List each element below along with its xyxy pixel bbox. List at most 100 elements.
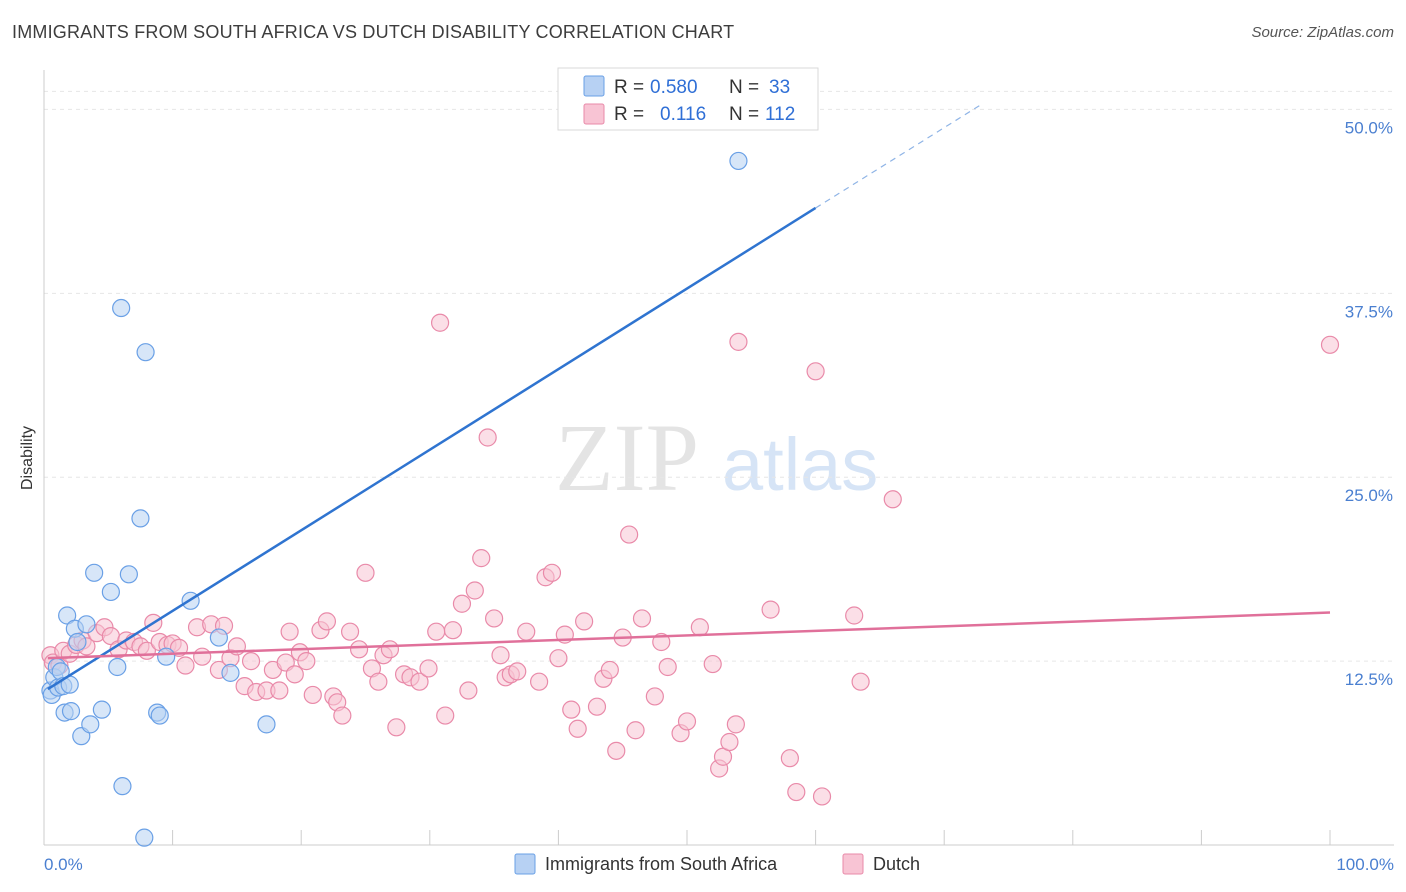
- legend-r-label-pink: R =: [614, 104, 644, 125]
- scatter-point: [726, 715, 745, 734]
- legend-n-value-pink: 112: [765, 104, 795, 125]
- watermark-atlas: atlas: [722, 423, 878, 506]
- scatter-point: [356, 563, 375, 582]
- scatter-point: [113, 777, 132, 796]
- scatter-point: [101, 582, 120, 602]
- scatter-point: [600, 660, 619, 680]
- scatter-point: [285, 665, 304, 684]
- x-tick-label-min: 0.0%: [44, 855, 83, 874]
- scatter-point: [297, 652, 316, 671]
- scatter-point: [270, 681, 289, 700]
- scatter-point: [459, 681, 478, 700]
- legend-r-value-pink: 0.116: [660, 104, 706, 125]
- scatter-point: [575, 612, 594, 631]
- scatter-point: [150, 706, 169, 725]
- scatter-point: [587, 697, 607, 716]
- scatter-point: [491, 646, 510, 665]
- scatter-point: [845, 606, 864, 625]
- scatter-point: [176, 656, 195, 675]
- legend-top: R = 0.580 N = 33 R = 0.116 N = 112: [557, 67, 819, 131]
- legend-r-value-blue: 0.580: [650, 77, 698, 98]
- scatter-point: [632, 609, 652, 628]
- scatter-point: [410, 672, 429, 691]
- trend-line-dutch: [47, 611, 1331, 660]
- scatter-point: [568, 719, 587, 738]
- chart-source: Source: ZipAtlas.com: [1251, 24, 1394, 41]
- scatter-point: [77, 615, 96, 634]
- scatter-point: [349, 640, 369, 659]
- scatter-point: [387, 718, 406, 737]
- scatter-point: [720, 732, 739, 752]
- watermark: ZIP atlas: [555, 404, 878, 511]
- scatter-point: [209, 628, 228, 647]
- scatter-point: [677, 712, 697, 731]
- scatter-point: [427, 622, 446, 641]
- scatter-point: [280, 622, 299, 641]
- scatter-point: [729, 332, 748, 351]
- scatter-point: [317, 612, 337, 631]
- y-tick-label: 37.5%: [1345, 302, 1393, 321]
- scatter-point: [419, 659, 438, 678]
- scatter-point: [193, 647, 212, 666]
- legend-n-label-blue: N =: [729, 77, 759, 98]
- watermark-zip: ZIP: [555, 404, 699, 511]
- scatter-point: [257, 715, 276, 734]
- scatter-point: [607, 741, 626, 760]
- bottom-legend-swatch-pink: [842, 853, 864, 875]
- scatter-point: [729, 151, 748, 171]
- scatter-point: [241, 652, 261, 671]
- scatter-point: [812, 787, 832, 806]
- scatter-point: [68, 632, 87, 652]
- scatter-point: [136, 343, 155, 362]
- scatter-point: [430, 313, 450, 332]
- scatter-point: [303, 685, 322, 705]
- chart-title: IMMIGRANTS FROM SOUTH AFRICA VS DUTCH DI…: [12, 22, 735, 42]
- scatter-point: [108, 657, 127, 677]
- bottom-legend-label-pink: Dutch: [873, 854, 920, 874]
- scatter-point: [780, 749, 799, 768]
- trend-line-immigrants: [47, 206, 817, 691]
- y-tick-label: 50.0%: [1345, 118, 1393, 137]
- scatter-point: [472, 549, 491, 568]
- scatter-point: [465, 581, 484, 600]
- scatter-point: [221, 663, 240, 682]
- series-immigrants-south-africa: [41, 151, 748, 847]
- scatter-point: [369, 672, 388, 691]
- legend-n-label-pink: N =: [729, 104, 759, 125]
- y-tick-label: 12.5%: [1345, 670, 1393, 689]
- scatter-point: [620, 525, 639, 544]
- scatter-point: [1320, 335, 1340, 354]
- scatter-point: [452, 594, 472, 613]
- scatter-point: [340, 622, 360, 641]
- scatter-point: [333, 706, 352, 725]
- scatter-point: [761, 600, 780, 619]
- scatter-point: [645, 687, 664, 706]
- scatter-point: [131, 509, 150, 528]
- scatter-point: [85, 563, 104, 582]
- scatter-point: [61, 702, 81, 721]
- scatter-point: [478, 428, 497, 447]
- scatter-point: [508, 662, 527, 681]
- scatter-point: [542, 563, 562, 582]
- scatter-point: [112, 298, 131, 318]
- x-tick-label-max: 100.0%: [1336, 855, 1394, 874]
- y-tick-labels: 12.5% 25.0% 37.5% 50.0%: [1345, 118, 1393, 689]
- trend-lines: [47, 103, 1331, 691]
- scatter-point: [851, 672, 870, 691]
- scatter-point: [92, 700, 111, 719]
- scatter-point: [658, 657, 677, 677]
- scatter-point: [119, 565, 138, 584]
- scatter-point: [81, 715, 100, 734]
- y-tick-label: 25.0%: [1345, 486, 1393, 505]
- scatter-point: [380, 640, 400, 659]
- scatter-point: [436, 706, 455, 725]
- scatter-point: [787, 782, 806, 802]
- scatter-point: [135, 828, 154, 847]
- x-axis-ticks: [43, 830, 1331, 845]
- bottom-legend-swatch-blue: [514, 853, 536, 875]
- scatter-point: [562, 700, 581, 719]
- scatter-point: [157, 647, 176, 666]
- scatter-point: [485, 609, 504, 628]
- trend-line-immigrants-extension: [815, 103, 984, 209]
- scatter-point: [530, 672, 549, 691]
